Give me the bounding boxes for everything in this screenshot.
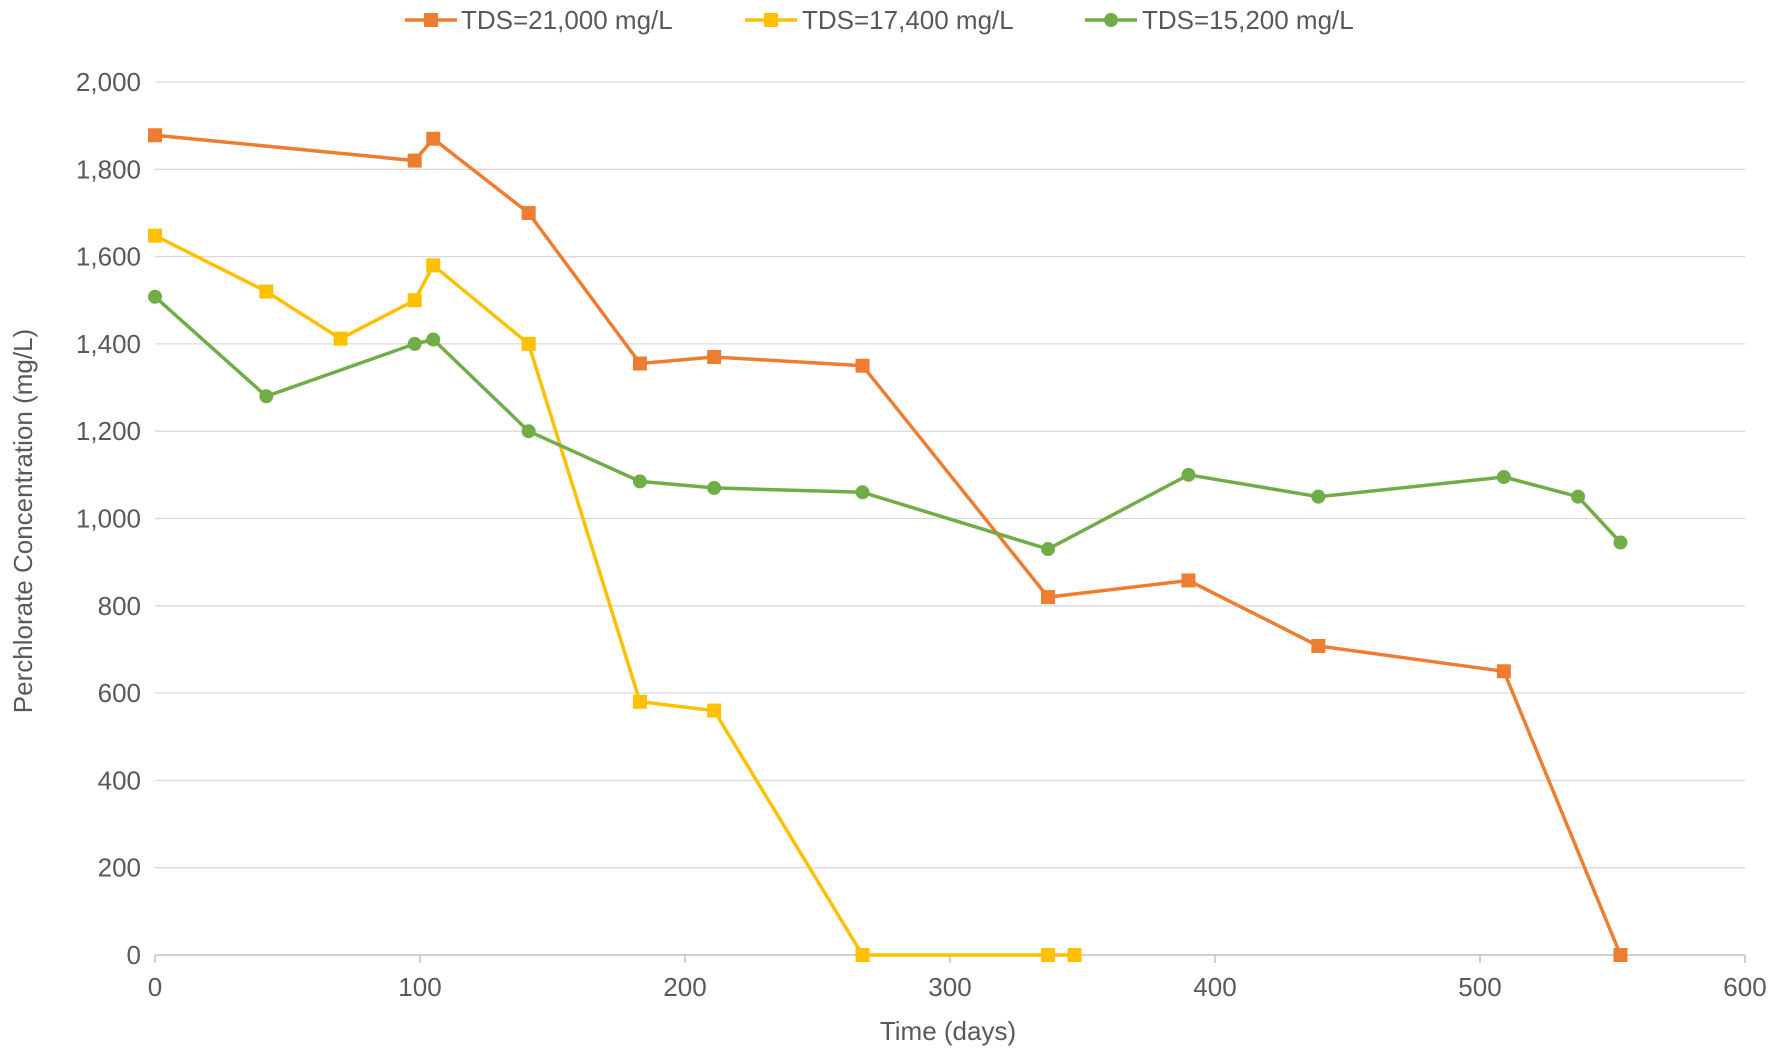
legend-item-1: TDS=21,000 mg/L: [405, 5, 673, 35]
data-point: [632, 694, 647, 709]
data-point: [632, 356, 647, 371]
legend: TDS=21,000 mg/L TDS=17,400 mg/L TDS=15,200…: [405, 5, 1354, 35]
data-point: [1311, 489, 1326, 504]
y-tick-label: 1,800: [76, 154, 141, 184]
y-tick-label: 800: [98, 591, 141, 621]
y-tick-label: 1,400: [76, 329, 141, 359]
data-point: [1181, 467, 1196, 482]
x-tick-label: 300: [928, 972, 971, 1002]
legend-marker: [424, 13, 438, 27]
data-point: [1496, 664, 1511, 679]
series-lines: [148, 128, 1628, 962]
data-point: [407, 153, 422, 168]
data-point: [407, 336, 422, 351]
data-point: [707, 480, 722, 495]
data-point: [521, 205, 536, 220]
data-point: [148, 128, 162, 143]
y-tick-label: 1,600: [76, 242, 141, 272]
series-line: [153, 133, 1623, 957]
data-point: [148, 289, 162, 304]
x-tick-label: 0: [148, 972, 162, 1002]
data-point: [1181, 573, 1196, 588]
x-tick-label: 600: [1723, 972, 1766, 1002]
data-point: [1496, 470, 1511, 485]
data-point: [1613, 948, 1628, 962]
x-tick-label: 400: [1193, 972, 1236, 1002]
x-tick-label: 500: [1458, 972, 1501, 1002]
series-2: [148, 228, 1082, 962]
legend-label: TDS=21,000 mg/L: [461, 5, 673, 35]
series-line: [153, 295, 1623, 551]
legend-marker: [1104, 13, 1118, 27]
data-point: [1613, 535, 1628, 550]
y-tick-label: 2,000: [76, 67, 141, 97]
data-point: [1311, 638, 1326, 653]
data-point: [259, 389, 274, 404]
y-tick-label: 1,200: [76, 416, 141, 446]
series-3: [148, 289, 1628, 557]
data-point: [426, 131, 441, 146]
data-point: [521, 336, 536, 351]
data-point: [855, 485, 870, 500]
x-tick-label: 200: [663, 972, 706, 1002]
data-point: [1041, 590, 1056, 605]
data-point: [855, 948, 870, 962]
data-point: [333, 331, 348, 346]
legend-item-3: TDS=15,200 mg/L: [1085, 5, 1354, 35]
data-point: [426, 258, 441, 273]
series-1: [148, 128, 1628, 962]
data-point: [1067, 948, 1082, 962]
data-point: [855, 358, 870, 373]
y-tick-label: 400: [98, 765, 141, 795]
data-point: [148, 228, 162, 243]
data-point: [426, 332, 441, 347]
data-point: [707, 349, 722, 364]
y-tick-label: 1,000: [76, 504, 141, 534]
y-tick-label: 200: [98, 853, 141, 883]
legend-label: TDS=17,400 mg/L: [802, 5, 1014, 35]
y-axis-title: Perchlorate Concentration (mg/L): [8, 329, 38, 713]
legend-label: TDS=15,200 mg/L: [1142, 5, 1354, 35]
data-point: [1041, 948, 1056, 962]
data-point: [1041, 542, 1056, 557]
y-tick-label: 0: [127, 940, 141, 970]
axes: 0 200 400 600 800 1,000 1,200 1,400 1,600 1,800 2,…: [76, 67, 1767, 1002]
x-axis-title: Time (days): [880, 1016, 1016, 1046]
x-tick-label: 100: [398, 972, 441, 1002]
data-point: [707, 703, 722, 718]
data-point: [521, 424, 536, 439]
legend-marker: [764, 13, 778, 27]
legend-item-2: TDS=17,400 mg/L: [745, 5, 1014, 35]
data-point: [407, 293, 422, 308]
y-tick-label: 600: [98, 678, 141, 708]
data-point: [259, 284, 274, 299]
data-point: [632, 474, 647, 489]
data-point: [1571, 489, 1586, 504]
